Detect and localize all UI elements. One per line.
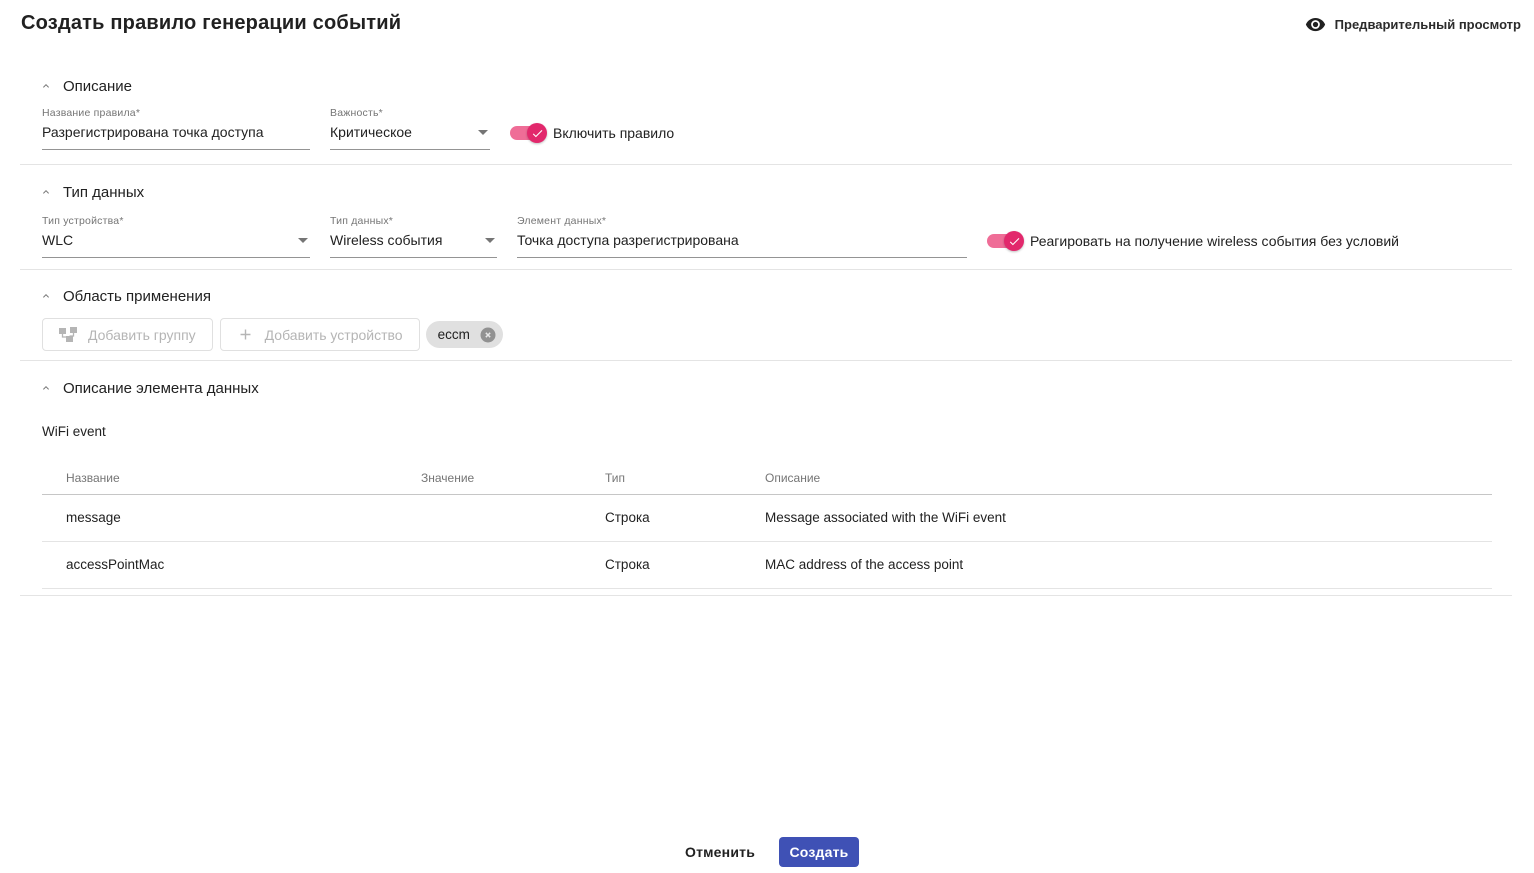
rule-name-label: Название правила*	[42, 107, 141, 119]
column-header-value: Значение	[421, 462, 605, 495]
device-group-icon	[59, 327, 77, 342]
data-type-select[interactable]: Wireless события	[330, 232, 497, 258]
data-element-table: Название Значение Тип Описание message С…	[42, 462, 1492, 589]
preview-label: Предварительный просмотр	[1334, 17, 1521, 32]
table-row: accessPointMac Строка MAC address of the…	[42, 541, 1492, 589]
severity-field[interactable]: Важность* Критическое	[330, 107, 490, 150]
section-description-header[interactable]: Описание	[40, 76, 1534, 96]
enable-rule-toggle[interactable]	[510, 123, 547, 143]
section-description-title: Описание	[63, 77, 133, 95]
page-header: Создать правило генерации событий Предва…	[0, 0, 1534, 36]
data-type-value: Wireless события	[330, 232, 443, 248]
scope-chip-eccm[interactable]: eccm	[425, 321, 503, 348]
cell-name: accessPointMac	[42, 541, 421, 589]
add-group-label: Добавить группу	[88, 326, 196, 343]
section-element-description-title: Описание элемента данных	[63, 379, 259, 397]
enable-rule-toggle-row: Включить правило	[510, 123, 674, 143]
rule-name-field[interactable]: Название правила* Разрегистрирована точк…	[42, 107, 310, 150]
cell-type: Строка	[605, 494, 765, 542]
chevron-up-icon[interactable]	[40, 186, 52, 198]
page-title: Создать правило генерации событий	[21, 12, 402, 34]
data-type-field[interactable]: Тип данных* Wireless события	[330, 215, 497, 258]
severity-value: Критическое	[330, 124, 412, 140]
cell-description: MAC address of the access point	[765, 541, 1492, 589]
create-button[interactable]: Создать	[779, 837, 859, 867]
cancel-button[interactable]: Отменить	[675, 838, 765, 866]
check-icon	[532, 129, 542, 137]
add-group-button[interactable]: Добавить группу	[42, 318, 213, 351]
cell-description: Message associated with the WiFi event	[765, 494, 1492, 542]
add-device-button[interactable]: Добавить устройство	[219, 318, 420, 351]
column-header-description: Описание	[765, 462, 1492, 495]
element-subtitle: WiFi event	[42, 424, 106, 439]
cell-name: message	[42, 494, 421, 542]
severity-label: Важность*	[330, 107, 383, 119]
data-element-label: Элемент данных*	[517, 215, 607, 227]
table-row: message Строка Message associated with t…	[42, 494, 1492, 542]
react-wireless-toggle[interactable]	[987, 231, 1024, 251]
check-icon	[1009, 237, 1019, 245]
column-header-name: Название	[42, 462, 421, 495]
divider	[20, 360, 1512, 361]
chevron-up-icon[interactable]	[40, 290, 52, 302]
preview-button[interactable]: Предварительный просмотр	[1305, 14, 1521, 35]
toggle-thumb	[1004, 231, 1024, 251]
plus-icon	[240, 329, 251, 340]
device-type-select[interactable]: WLC	[42, 232, 310, 258]
divider	[20, 164, 1512, 165]
close-circle-icon[interactable]	[479, 326, 497, 344]
react-wireless-toggle-row: Реагировать на получение wireless событи…	[987, 231, 1399, 251]
rule-name-input[interactable]: Разрегистрирована точка доступа	[42, 124, 310, 150]
data-element-field[interactable]: Элемент данных* Точка доступа разрегистр…	[517, 215, 967, 258]
cell-value	[421, 541, 605, 589]
scope-buttons-row: Добавить группу Добавить устройство eccm	[42, 318, 1534, 351]
device-type-field[interactable]: Тип устройства* WLC	[42, 215, 310, 258]
chip-label: eccm	[437, 327, 470, 342]
column-header-type: Тип	[605, 462, 765, 495]
data-element-value: Точка доступа разрегистрирована	[517, 232, 739, 248]
data-type-form-row: Тип устройства* WLC Тип данных* Wireless…	[42, 215, 1534, 258]
section-scope-header[interactable]: Область применения	[40, 286, 1534, 306]
footer-actions: Отменить Создать	[0, 837, 1534, 867]
eye-icon	[1305, 17, 1325, 32]
device-type-label: Тип устройства*	[42, 215, 124, 227]
react-wireless-toggle-label: Реагировать на получение wireless событи…	[1030, 233, 1399, 249]
severity-select[interactable]: Критическое	[330, 124, 490, 150]
cell-value	[421, 494, 605, 542]
divider	[20, 594, 1512, 596]
section-scope-title: Область применения	[63, 287, 211, 305]
cell-type: Строка	[605, 541, 765, 589]
chevron-up-icon[interactable]	[40, 382, 52, 394]
section-element-description-header[interactable]: Описание элемента данных	[40, 378, 1534, 398]
section-data-type-title: Тип данных	[63, 183, 145, 201]
dropdown-arrow-icon	[485, 237, 495, 243]
chevron-up-icon[interactable]	[40, 80, 52, 92]
rule-name-value: Разрегистрирована точка доступа	[42, 124, 264, 140]
enable-rule-toggle-label: Включить правило	[553, 125, 675, 141]
data-type-label: Тип данных*	[330, 215, 394, 227]
add-device-label: Добавить устройство	[264, 326, 403, 343]
data-element-input[interactable]: Точка доступа разрегистрирована	[517, 232, 967, 258]
device-type-value: WLC	[42, 232, 74, 248]
dropdown-arrow-icon	[298, 237, 308, 243]
divider	[20, 269, 1512, 270]
section-data-type-header[interactable]: Тип данных	[40, 182, 1534, 202]
table-header-row: Название Значение Тип Описание	[42, 462, 1492, 495]
dropdown-arrow-icon	[478, 129, 488, 135]
toggle-thumb	[527, 123, 547, 143]
description-form-row: Название правила* Разрегистрирована точк…	[42, 107, 1534, 150]
